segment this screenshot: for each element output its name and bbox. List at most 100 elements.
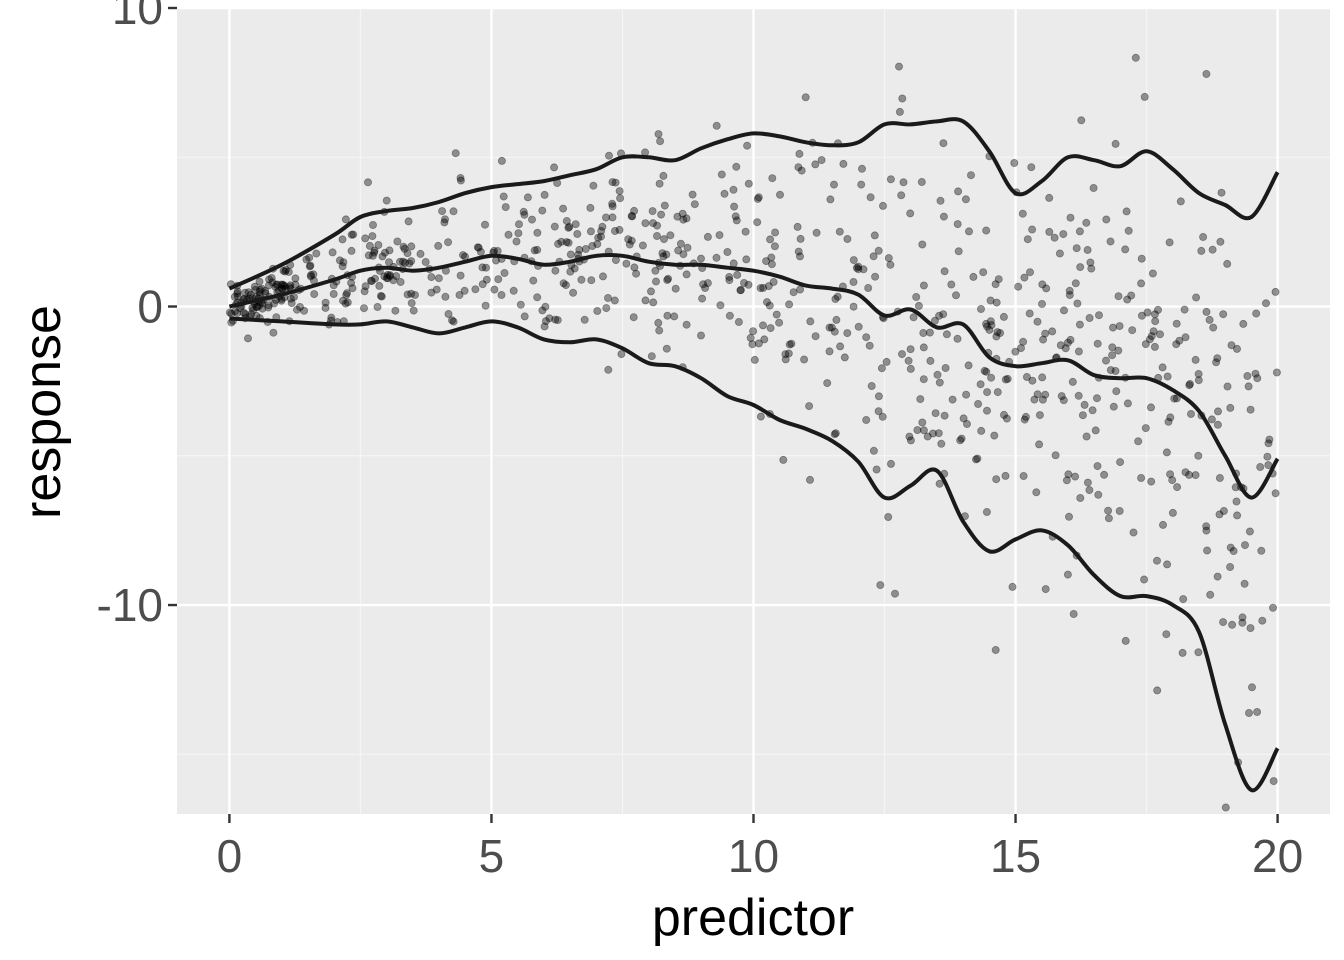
scatter-point <box>1063 338 1072 347</box>
scatter-point <box>1229 547 1238 556</box>
scatter-point <box>919 375 928 384</box>
scatter-point <box>608 178 617 187</box>
scatter-point <box>533 245 542 254</box>
scatter-point <box>629 313 638 322</box>
scatter-point <box>1223 259 1232 268</box>
scatter-point <box>306 270 315 279</box>
scatter-point <box>982 507 991 516</box>
scatter-point <box>550 222 559 231</box>
scatter-point <box>895 107 904 116</box>
scatter-point <box>519 207 528 216</box>
scatter-point <box>775 318 784 327</box>
scatter-point <box>1023 235 1032 244</box>
scatter-point <box>261 286 270 295</box>
scatter-point <box>1025 309 1034 318</box>
scatter-point <box>338 296 347 305</box>
scatter-point <box>611 226 620 235</box>
scatter-point <box>864 283 873 292</box>
scatter-point <box>347 278 356 287</box>
scatter-point <box>1140 92 1149 101</box>
scatter-point <box>451 149 460 158</box>
scatter-point <box>679 250 688 259</box>
scatter-point <box>811 160 820 169</box>
scatter-point <box>1124 226 1133 235</box>
scatter-point <box>1217 188 1226 197</box>
scatter-point <box>289 292 298 301</box>
scatter-point <box>258 304 267 313</box>
scatter-point <box>952 291 961 300</box>
scatter-point <box>255 277 264 286</box>
scatter-point <box>540 322 549 331</box>
scatter-point <box>941 363 950 372</box>
scatter-point <box>729 185 738 194</box>
scatter-point <box>416 249 425 258</box>
scatter-point <box>939 310 948 319</box>
scatter-point <box>671 284 680 293</box>
scatter-point <box>649 219 658 228</box>
scatter-point <box>914 301 923 310</box>
scatter-point <box>1205 315 1214 324</box>
scatter-point <box>942 330 951 339</box>
scatter-point <box>1078 411 1087 420</box>
scatter-point <box>1051 451 1060 460</box>
scatter-point <box>255 287 264 296</box>
scatter-point <box>964 361 973 370</box>
scatter-point <box>1194 451 1203 460</box>
scatter-point <box>1027 163 1036 172</box>
scatter-point <box>1233 511 1242 520</box>
scatter-point <box>682 214 691 223</box>
scatter-point <box>399 242 408 251</box>
scatter-point <box>753 218 762 227</box>
scatter-point <box>1088 406 1097 415</box>
scatter-point <box>1102 215 1111 224</box>
scatter-point <box>725 276 734 285</box>
scatter-point <box>305 253 314 262</box>
scatter-point <box>716 301 725 310</box>
scatter-point <box>628 212 637 221</box>
scatter-point <box>368 251 377 260</box>
scatter-point <box>233 308 242 317</box>
scatter-point <box>832 315 841 324</box>
scatter-point <box>1164 417 1173 426</box>
scatter-point <box>291 274 300 283</box>
scatter-point <box>865 341 874 350</box>
scatter-point <box>305 262 314 271</box>
scatter-point <box>456 176 465 185</box>
scatter-point <box>909 313 918 322</box>
scatter-point <box>730 202 739 211</box>
scatter-point <box>749 327 758 336</box>
scatter-point <box>278 284 287 293</box>
scatter-point <box>996 328 1005 337</box>
scatter-point <box>898 350 907 359</box>
scatter-point <box>571 220 580 229</box>
scatter-point <box>690 200 699 209</box>
scatter-point <box>335 256 344 265</box>
scatter-point <box>545 314 554 323</box>
scatter-point <box>1074 391 1083 400</box>
scatter-point <box>979 268 988 277</box>
scatter-point <box>1123 399 1132 408</box>
scatter-point <box>449 317 458 326</box>
scatter-point <box>919 343 928 352</box>
scatter-point <box>541 302 550 311</box>
scatter-point <box>712 253 721 262</box>
scatter-point <box>573 229 582 238</box>
scatter-point <box>440 215 449 224</box>
scatter-point <box>869 446 878 455</box>
scatter-point <box>512 237 521 246</box>
smooth-line-upper-band <box>228 117 1280 291</box>
scatter-point <box>1111 366 1120 375</box>
scatter-point <box>1102 356 1111 365</box>
scatter-point <box>993 328 1002 337</box>
scatter-point <box>936 196 945 205</box>
scatter-point <box>898 94 907 103</box>
scatter-point <box>1137 473 1146 482</box>
scatter-point <box>906 209 915 218</box>
scatter-point <box>611 178 620 187</box>
scatter-point <box>649 298 658 307</box>
scatter-point <box>1093 462 1102 471</box>
scatter-point <box>359 304 368 313</box>
scatter-point <box>1106 237 1115 246</box>
scatter-point <box>444 309 453 318</box>
scatter-point <box>380 272 389 281</box>
